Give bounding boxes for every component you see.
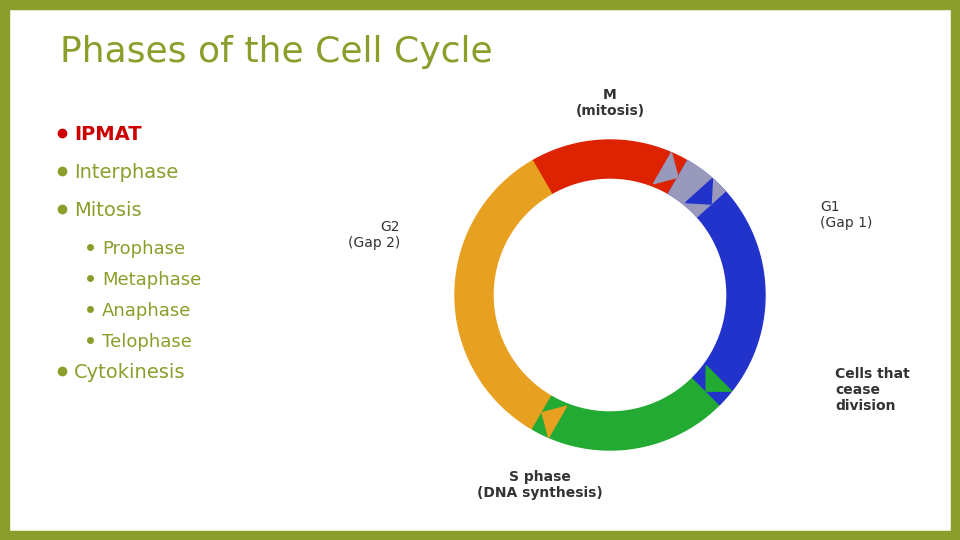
Polygon shape [707, 366, 732, 391]
Text: Prophase: Prophase [102, 240, 185, 258]
Text: Phases of the Cell Cycle: Phases of the Cell Cycle [60, 35, 492, 69]
Text: G2
(Gap 2): G2 (Gap 2) [348, 220, 400, 250]
Text: Mitosis: Mitosis [74, 201, 142, 220]
Text: Cytokinesis: Cytokinesis [74, 363, 185, 382]
Polygon shape [668, 161, 765, 404]
Text: Telophase: Telophase [102, 333, 192, 351]
Text: Cells that
cease
division: Cells that cease division [835, 367, 910, 413]
Polygon shape [685, 179, 712, 204]
Text: M
(mitosis): M (mitosis) [575, 88, 644, 118]
Text: Interphase: Interphase [74, 164, 179, 183]
Text: G1
(Gap 1): G1 (Gap 1) [820, 200, 873, 230]
Polygon shape [654, 153, 678, 184]
Polygon shape [455, 161, 551, 429]
Text: IPMAT: IPMAT [74, 125, 142, 145]
Polygon shape [542, 406, 566, 437]
Text: Anaphase: Anaphase [102, 302, 191, 320]
Polygon shape [533, 140, 687, 194]
Text: Metaphase: Metaphase [102, 271, 202, 289]
Polygon shape [533, 378, 720, 450]
Polygon shape [668, 161, 725, 217]
Polygon shape [654, 153, 678, 184]
Text: S phase
(DNA synthesis): S phase (DNA synthesis) [477, 470, 603, 500]
